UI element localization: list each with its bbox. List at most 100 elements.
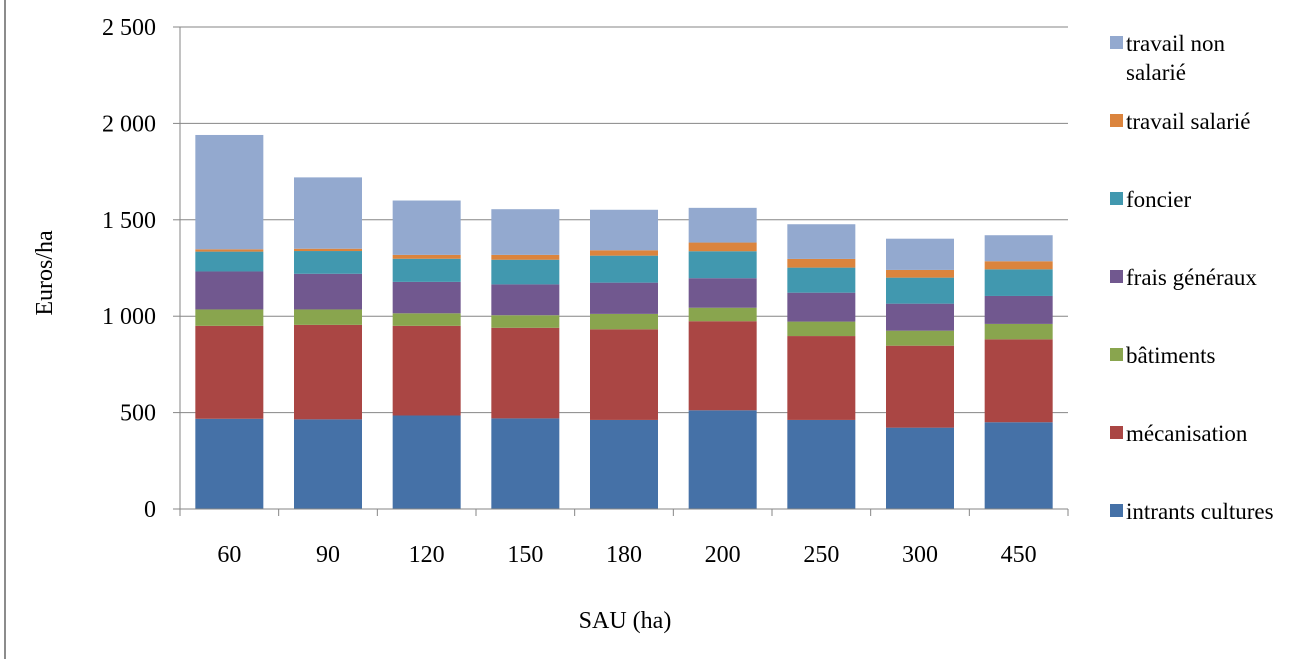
bar-segment	[787, 267, 856, 293]
bar-segment	[294, 324, 362, 420]
y-tick-label: 2 000	[102, 111, 156, 137]
bar-segment	[787, 258, 856, 268]
legend-label: travail salarié	[1126, 109, 1251, 134]
legend-label: foncier	[1126, 187, 1191, 212]
x-tick-label: 450	[1001, 542, 1037, 568]
legend-swatch	[1110, 192, 1123, 205]
bar-segment	[392, 258, 461, 282]
bar-segment	[886, 269, 954, 278]
x-tick-label: 120	[409, 542, 445, 568]
bar-segment	[195, 271, 264, 310]
bar-segment	[294, 419, 362, 509]
legend-swatch	[1110, 348, 1123, 361]
bar-segment	[688, 410, 757, 509]
bar-segment	[392, 415, 461, 509]
bar-segment	[984, 235, 1053, 262]
bar-segment	[195, 325, 264, 419]
x-tick-label: 90	[316, 542, 340, 568]
bar-segment	[787, 419, 856, 509]
bar-segment	[590, 329, 658, 420]
bar-segment	[688, 278, 757, 308]
x-tick-label: 250	[803, 542, 839, 568]
bar-segment	[294, 251, 362, 274]
bar-segment	[294, 177, 362, 249]
x-tick-label: 180	[606, 542, 642, 568]
bar-segment	[787, 321, 856, 337]
legend-swatch	[1110, 270, 1123, 283]
bar-segment	[590, 313, 658, 330]
bar-segment	[392, 281, 461, 314]
y-axis-label: Euros/ha	[32, 230, 58, 316]
bar-segment	[688, 207, 757, 243]
bar-segment	[886, 303, 954, 331]
bar-segment	[787, 292, 856, 322]
legend-label: mécanisation	[1126, 421, 1248, 446]
bar-segment	[688, 242, 757, 252]
bar-segment	[886, 277, 954, 304]
bar-segment	[984, 269, 1053, 296]
bar-segment	[590, 255, 658, 283]
bar-segment	[392, 254, 461, 259]
bar-segment	[590, 209, 658, 251]
legend-label: frais généraux	[1126, 265, 1257, 290]
bar-segment	[294, 309, 362, 325]
y-tick-label: 0	[144, 497, 156, 523]
bar-segment	[590, 250, 658, 256]
legend-label: travail non salarié	[1126, 31, 1225, 85]
bar-segment	[886, 330, 954, 346]
axes	[173, 26, 1069, 516]
legend-swatch	[1110, 114, 1123, 127]
bar-segment	[688, 251, 757, 279]
bar-segment	[491, 327, 560, 419]
bar-segment	[195, 134, 264, 250]
bar-segment	[294, 248, 362, 252]
legend-label: bâtiments	[1126, 343, 1215, 368]
bar-segment	[491, 418, 560, 509]
bar-segment	[392, 325, 461, 416]
bar-segment	[886, 427, 954, 509]
bar-segment	[984, 295, 1053, 324]
y-tick-label: 500	[120, 401, 156, 427]
bar-segment	[688, 307, 757, 322]
legend-swatch	[1110, 426, 1123, 439]
x-tick-label: 200	[705, 542, 741, 568]
legend-label: intrants cultures	[1126, 499, 1274, 524]
y-tick-label: 1 000	[102, 304, 156, 330]
bar-segment	[984, 323, 1053, 340]
bar-segment	[491, 209, 560, 255]
y-tick-label: 2 500	[102, 15, 156, 41]
bar-segment	[195, 251, 264, 272]
bar-segment	[491, 284, 560, 316]
y-tick-labels: 0 500 1 000 1 500 2 000 2 500	[102, 15, 156, 523]
bar-segment	[787, 336, 856, 420]
x-tick-label: 300	[902, 542, 938, 568]
x-tick-label: 60	[217, 542, 241, 568]
x-tick-labels: 60 90 120 150 180 200 250 300 450	[217, 542, 1036, 568]
legend: travail non salarié travail salarié foncier…	[1110, 31, 1274, 524]
bar-segment	[984, 261, 1053, 270]
bar-segment	[491, 315, 560, 328]
bar-segment	[688, 321, 757, 411]
bar-segment	[886, 238, 954, 270]
bar-segment	[195, 309, 264, 326]
legend-swatch	[1110, 36, 1123, 49]
bar-segment	[590, 282, 658, 314]
bar-segment	[491, 259, 560, 285]
bar-segment	[392, 313, 461, 326]
y-tick-label: 1 500	[102, 208, 156, 234]
bar-segment	[195, 249, 264, 252]
x-tick-label: 150	[507, 542, 543, 568]
bar-segment	[195, 418, 264, 509]
legend-swatch	[1110, 504, 1123, 517]
bar-segment	[294, 273, 362, 310]
bar-segment	[491, 254, 560, 260]
bar-segment	[590, 419, 658, 509]
bar-segment	[984, 339, 1053, 423]
bar-segment	[984, 422, 1053, 509]
x-axis-label: SAU (ha)	[579, 608, 672, 634]
bar-segment	[787, 224, 856, 259]
bar-segment	[886, 345, 954, 428]
bar-segment	[392, 200, 461, 255]
